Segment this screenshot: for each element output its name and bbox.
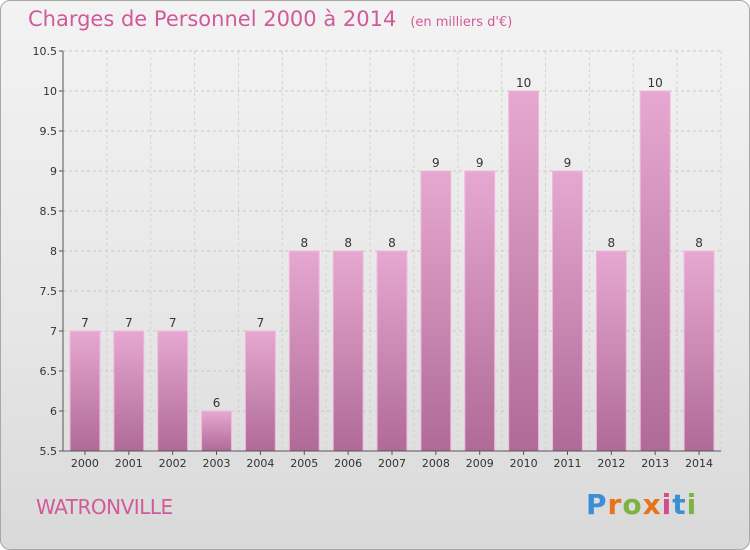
proxiti-logo: Proxiti <box>586 488 697 521</box>
y-tick-label: 7 <box>50 325 57 338</box>
x-tick-label: 2002 <box>159 457 187 470</box>
bar <box>639 90 671 452</box>
bar <box>420 170 452 452</box>
x-tick-label: 2000 <box>71 457 99 470</box>
data-label: 7 <box>125 316 133 330</box>
brand-letter: P <box>586 488 608 521</box>
bar <box>332 250 364 452</box>
x-tick-label: 2004 <box>246 457 274 470</box>
x-tick-label: 2008 <box>422 457 450 470</box>
bar <box>244 330 276 452</box>
data-label: 7 <box>169 316 177 330</box>
data-label: 10 <box>516 76 531 90</box>
bar <box>376 250 408 452</box>
x-tick-label: 2011 <box>553 457 581 470</box>
x-tick-label: 2012 <box>597 457 625 470</box>
data-label: 9 <box>476 156 484 170</box>
brand-letter: i <box>686 488 698 521</box>
brand-letter: o <box>622 488 643 521</box>
brand-letter: t <box>672 488 687 521</box>
data-label: 8 <box>695 236 703 250</box>
x-tick-label: 2013 <box>641 457 669 470</box>
x-tick-label: 2007 <box>378 457 406 470</box>
y-tick-label: 6 <box>50 405 57 418</box>
y-tick-label: 10.5 <box>33 45 58 58</box>
data-label: 8 <box>300 236 308 250</box>
y-tick-label: 10 <box>43 85 57 98</box>
bar <box>683 250 715 452</box>
x-tick-label: 2010 <box>510 457 538 470</box>
data-label: 9 <box>432 156 440 170</box>
commune-name: WATRONVILLE <box>36 495 173 519</box>
x-tick-label: 2014 <box>685 457 713 470</box>
brand-letter: x <box>642 488 662 521</box>
y-tick-label: 8.5 <box>40 205 58 218</box>
data-label: 7 <box>257 316 265 330</box>
data-label: 8 <box>388 236 396 250</box>
bar <box>288 250 320 452</box>
bar <box>552 170 583 452</box>
y-tick-label: 6.5 <box>40 365 58 378</box>
data-label: 10 <box>648 76 663 90</box>
data-label: 9 <box>564 156 572 170</box>
bar <box>113 330 145 452</box>
bar <box>508 90 540 452</box>
bar <box>69 330 101 452</box>
bar <box>157 330 189 452</box>
x-tick-label: 2001 <box>115 457 143 470</box>
data-label: 8 <box>608 236 616 250</box>
data-label: 6 <box>213 396 221 410</box>
y-tick-label: 8 <box>50 245 57 258</box>
brand-letter: i <box>661 488 673 521</box>
chart-subtitle: (en milliers d'€) <box>410 15 513 30</box>
y-tick-label: 7.5 <box>40 285 58 298</box>
x-tick-label: 2006 <box>334 457 362 470</box>
x-tick-label: 2003 <box>203 457 231 470</box>
data-label: 8 <box>344 236 352 250</box>
bar <box>595 250 627 452</box>
brand-letter: r <box>607 488 623 521</box>
bar <box>464 170 496 452</box>
x-tick-label: 2009 <box>466 457 494 470</box>
x-tick-label: 2005 <box>290 457 318 470</box>
y-tick-label: 9.5 <box>40 125 58 138</box>
bar <box>201 410 232 452</box>
chart-title-text: Charges de Personnel 2000 à 2014 <box>28 7 397 31</box>
data-label: 7 <box>81 316 89 330</box>
chart-title: Charges de Personnel 2000 à 2014 (en mill… <box>28 7 512 31</box>
y-tick-label: 9 <box>50 165 57 178</box>
y-tick-label: 5.5 <box>40 445 58 458</box>
